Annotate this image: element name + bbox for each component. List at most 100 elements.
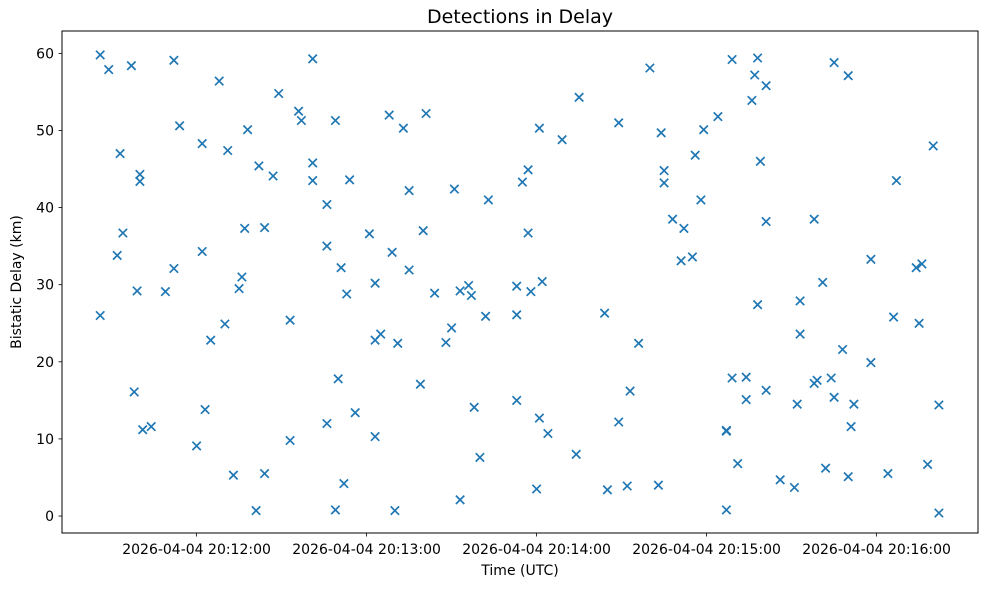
scatter-point xyxy=(242,124,253,135)
scatter-point xyxy=(696,195,706,205)
scatter-point xyxy=(713,111,723,122)
scatter-point xyxy=(322,418,332,429)
x-axis-label: Time (UTC) xyxy=(480,563,558,579)
scatter-point xyxy=(917,259,927,269)
chart-title: Detections in Delay xyxy=(427,6,613,28)
scatter-point xyxy=(602,484,613,495)
y-tick-label: 60 xyxy=(36,46,54,62)
scatter-point xyxy=(333,373,344,384)
scatter-point xyxy=(755,156,766,167)
scatter-point xyxy=(820,463,831,474)
scatter-point xyxy=(795,296,805,306)
scatter-point xyxy=(747,95,757,106)
scatter-point xyxy=(191,441,202,451)
scatter-point xyxy=(934,508,944,518)
scatter-point xyxy=(656,127,667,138)
scatter-point xyxy=(837,344,848,355)
scatter-point xyxy=(169,263,179,274)
scatter-point xyxy=(322,241,332,251)
scatter-point xyxy=(749,70,760,80)
y-axis-ticks: 0 10 20 30 40 50 60 xyxy=(36,46,62,525)
scatter-points xyxy=(95,50,944,518)
scatter-point xyxy=(571,449,582,460)
scatter-point xyxy=(732,458,743,469)
scatter-point xyxy=(891,175,902,186)
scatter-point xyxy=(126,60,137,71)
scatter-point xyxy=(659,178,669,188)
scatter-point xyxy=(404,265,414,275)
scatter-point xyxy=(132,286,142,296)
scatter-point xyxy=(727,373,737,383)
scatter-point xyxy=(599,308,610,319)
scatter-point xyxy=(534,123,545,134)
scatter-point xyxy=(429,288,440,299)
scatter-point xyxy=(795,329,805,339)
scatter-point xyxy=(370,335,380,346)
scatter-point xyxy=(523,228,533,238)
scatter-point xyxy=(812,375,822,386)
scatter-point xyxy=(727,54,737,65)
scatter-point xyxy=(829,57,839,68)
scatter-point xyxy=(928,141,939,151)
scatter-point xyxy=(95,310,106,321)
scatter-point xyxy=(259,222,270,233)
scatter-point xyxy=(174,120,185,131)
scatter-point xyxy=(344,174,355,185)
scatter-point xyxy=(698,124,709,135)
y-tick-label: 0 xyxy=(45,509,54,525)
scatter-point xyxy=(888,312,899,322)
scatter-point xyxy=(254,161,264,171)
y-tick-label: 50 xyxy=(36,123,54,139)
scatter-point xyxy=(846,421,856,432)
y-tick-label: 40 xyxy=(36,201,54,217)
scatter-point xyxy=(259,468,270,479)
scatter-point xyxy=(789,482,800,493)
x-tick-label: 2026-04-04 20:15:00 xyxy=(632,542,781,558)
scatter-point xyxy=(543,428,553,439)
scatter-point xyxy=(339,478,349,489)
scatter-point xyxy=(370,278,380,289)
scatter-point xyxy=(721,505,732,515)
scatter-point xyxy=(169,55,179,66)
scatter-point xyxy=(537,276,548,287)
scatter-point xyxy=(222,145,233,156)
scatter-point xyxy=(574,92,584,103)
x-tick-label: 2026-04-04 20:14:00 xyxy=(462,542,611,558)
scatter-point xyxy=(455,494,465,505)
scatter-point xyxy=(721,426,732,437)
scatter-point xyxy=(922,459,933,470)
scatter-point xyxy=(741,394,752,405)
scatter-point xyxy=(268,171,278,181)
scatter-point xyxy=(511,395,522,406)
scatter-point xyxy=(307,175,318,186)
scatter-point xyxy=(752,299,763,310)
scatter-point xyxy=(934,400,944,410)
scatter-point xyxy=(826,373,837,383)
x-tick-label: 2026-04-04 20:13:00 xyxy=(292,542,441,558)
scatter-point xyxy=(480,311,491,322)
scatter-point xyxy=(911,262,922,273)
scatter-point xyxy=(511,309,522,320)
scatter-point xyxy=(613,417,624,427)
scatter-point xyxy=(752,53,763,63)
scatter-point xyxy=(237,272,247,282)
scatter-point xyxy=(118,228,128,238)
scatter-point xyxy=(392,338,403,349)
y-tick-label: 30 xyxy=(36,278,54,294)
scatter-point xyxy=(285,315,295,326)
scatter-point xyxy=(653,480,664,491)
y-axis-label: Bistatic Delay (km) xyxy=(9,215,25,349)
scatter-point xyxy=(384,110,395,120)
scatter-point xyxy=(95,50,106,60)
scatter-point xyxy=(676,255,686,266)
scatter-point xyxy=(322,199,332,210)
scatter-point xyxy=(418,225,429,236)
scatter-point xyxy=(531,484,542,494)
scatter-point xyxy=(645,63,655,73)
scatter-point xyxy=(137,424,148,435)
scatter-point xyxy=(421,108,431,119)
scatter-point xyxy=(866,357,876,368)
scatter-point xyxy=(197,138,208,149)
